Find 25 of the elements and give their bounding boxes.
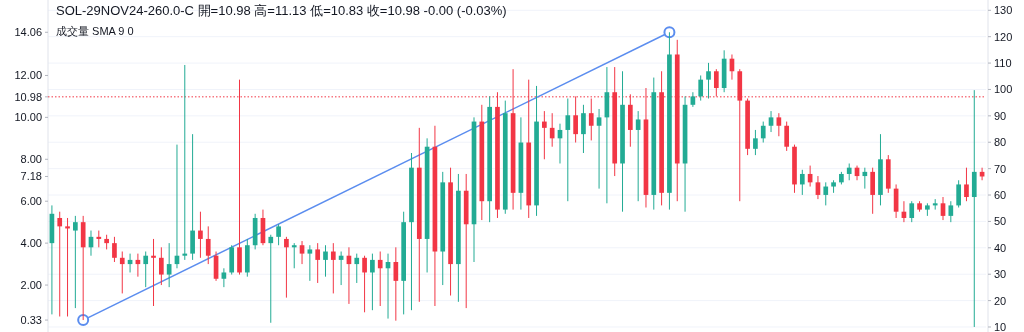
y2-tick-label: 80 [994, 136, 1007, 149]
y2-tick-label: 60 [994, 189, 1007, 202]
y-tick-label: 14.06 [14, 26, 42, 39]
y2-tick-label: 10 [994, 320, 1007, 332]
y-tick-label: 2.00 [20, 279, 42, 292]
y2-tick-label: 130 [994, 4, 1013, 17]
y2-tick-label: 20 [994, 294, 1007, 307]
chart-title: SOL-29NOV24-260.0-C 開=10.98 高=11.13 低=10.83 收=10.98 -0.00 (-0.03%) [56, 3, 507, 18]
y2-tick-label: 30 [994, 268, 1007, 281]
y-tick-label: 8.00 [20, 153, 42, 166]
y2-tick-label: 100 [994, 83, 1013, 96]
y-tick-label: 4.00 [20, 237, 42, 250]
y2-tick-label: 70 [994, 162, 1007, 175]
y2-tick-label: 120 [994, 30, 1013, 43]
y2-tick-label: 90 [994, 109, 1007, 122]
y-tick-label: 10.00 [14, 111, 42, 124]
y-tick-label: 0.33 [20, 314, 42, 327]
y2-tick-label: 110 [994, 57, 1012, 70]
y2-tick-label: 50 [994, 215, 1007, 228]
y2-tick-label: 40 [994, 241, 1007, 254]
y-tick-label: 10.98 [14, 90, 42, 103]
y-tick-label: 6.00 [20, 195, 42, 208]
text: 成交量 SMA 9 0 [56, 25, 134, 37]
y-tick-label: 12.00 [14, 69, 42, 82]
y-tick-label: 7.18 [20, 170, 42, 183]
